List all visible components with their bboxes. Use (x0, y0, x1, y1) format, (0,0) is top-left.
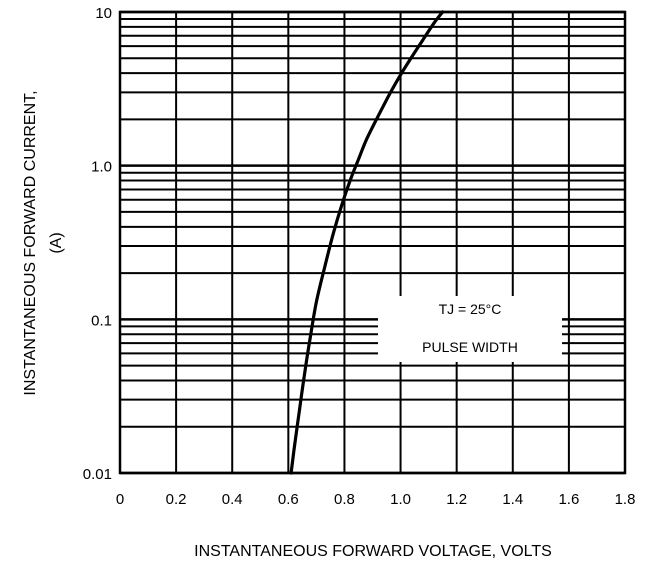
pulse-width-annotation: PULSE WIDTH (422, 339, 518, 355)
x-tick-labels: 0 0.2 0.4 0.6 0.8 1.0 1.2 1.4 1.6 1.8 (116, 491, 636, 508)
x-tick-label: 0.2 (166, 491, 187, 508)
y-tick-label: 0.1 (91, 312, 112, 329)
y-tick-label: 0.01 (83, 466, 112, 483)
y-tick-label: 1.0 (91, 159, 112, 176)
y-tick-label: 10 (95, 5, 112, 22)
x-tick-label: 1.8 (615, 491, 636, 508)
plot-frame (118, 10, 627, 475)
grid (118, 10, 627, 475)
x-tick-label: 0.4 (222, 491, 243, 508)
y-axis-title-line1: INSTANTANEOUS FORWARD CURRENT, (22, 90, 39, 395)
y-axis-title-line2: (A) (48, 232, 65, 253)
temperature-annotation: TJ = 25°C (439, 301, 502, 317)
x-axis-title: INSTANTANEOUS FORWARD VOLTAGE, VOLTS (194, 543, 552, 560)
x-tick-label: 1.0 (390, 491, 411, 508)
x-tick-label: 0.6 (278, 491, 299, 508)
x-tick-label: 0.8 (334, 491, 355, 508)
x-tick-label: 0 (116, 491, 124, 508)
annotation-background (378, 296, 562, 362)
x-tick-label: 1.2 (446, 491, 467, 508)
x-tick-label: 1.4 (502, 491, 523, 508)
x-tick-label: 1.6 (558, 491, 579, 508)
y-tick-labels: 0.01 0.1 1.0 10 (83, 5, 112, 483)
forward-current-curve (289, 10, 445, 475)
curve-layer (289, 10, 445, 475)
annotation-box: TJ = 25°C PULSE WIDTH (378, 296, 562, 362)
